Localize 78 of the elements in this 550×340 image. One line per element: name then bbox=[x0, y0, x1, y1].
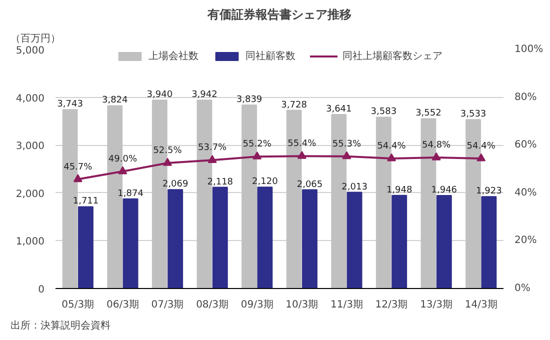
bar bbox=[481, 196, 497, 288]
legend-label: 同社上場顧客数シェア bbox=[342, 50, 442, 63]
data-label: 3,641 bbox=[326, 104, 352, 114]
data-label: 55.3% bbox=[332, 139, 362, 150]
data-label: 2,065 bbox=[296, 180, 323, 190]
data-label: 45.7% bbox=[64, 162, 93, 172]
y-tick-label: 3,000 bbox=[16, 141, 45, 152]
data-label: 2,069 bbox=[162, 180, 188, 190]
data-label: 1,874 bbox=[118, 188, 144, 199]
data-label: 3,743 bbox=[57, 100, 83, 110]
point bbox=[387, 153, 396, 162]
legend-label: 上場会社数 bbox=[148, 50, 198, 63]
data-label: 3,583 bbox=[370, 107, 397, 118]
y-tick-label: 2,000 bbox=[16, 188, 45, 200]
chart-title: 有価証券報告書シェア推移 bbox=[206, 8, 352, 22]
x-tick-label: 11/3期 bbox=[330, 298, 363, 310]
data-label: 3,533 bbox=[460, 110, 486, 120]
data-label: 1,948 bbox=[386, 185, 412, 196]
data-label: 54.4% bbox=[466, 141, 496, 152]
x-tick-label: 12/3期 bbox=[375, 298, 408, 310]
data-label: 54.4% bbox=[377, 141, 406, 152]
y-axis-title: （百万円） bbox=[10, 34, 60, 44]
data-label: 53.7% bbox=[198, 143, 228, 154]
bar bbox=[168, 189, 184, 288]
point bbox=[342, 151, 352, 160]
point bbox=[252, 151, 262, 160]
data-label: 49.0% bbox=[108, 154, 138, 164]
legend-label: 同社顧客数 bbox=[246, 50, 296, 63]
bar bbox=[346, 192, 362, 288]
bar bbox=[436, 194, 452, 288]
data-label: 2,013 bbox=[342, 182, 368, 192]
x-tick-label: 09/3期 bbox=[240, 298, 274, 310]
bar bbox=[302, 189, 318, 288]
text: 出所：決算説明会資料 bbox=[10, 320, 110, 332]
data-label: 54.8% bbox=[422, 140, 452, 151]
y2-tick-label: 0% bbox=[514, 283, 530, 294]
bar bbox=[78, 206, 94, 288]
y-tick-label: 5,000 bbox=[16, 46, 45, 56]
data-label: 3,824 bbox=[102, 96, 128, 106]
x-tick-label: 07/3期 bbox=[151, 298, 184, 310]
x-tick-label: 13/3期 bbox=[420, 298, 453, 310]
data-label: 55.4% bbox=[288, 139, 317, 150]
x-tick-label: 14/3期 bbox=[464, 298, 498, 310]
y2-tick-label: 60% bbox=[514, 140, 537, 151]
data-label: 2,118 bbox=[207, 177, 234, 188]
data-label: 3,942 bbox=[192, 90, 218, 100]
y-tick-label: 4,000 bbox=[16, 93, 45, 104]
data-label: 55.2% bbox=[242, 140, 272, 150]
point bbox=[297, 150, 306, 159]
data-label: 52.5% bbox=[153, 146, 182, 156]
point bbox=[118, 166, 128, 174]
x-tick-label: 10/3期 bbox=[286, 298, 318, 310]
x-tick-label: 05/3期 bbox=[62, 298, 94, 310]
point bbox=[432, 152, 441, 160]
data-label: 1,923 bbox=[476, 186, 502, 197]
bar bbox=[122, 198, 138, 288]
bar bbox=[212, 186, 228, 288]
y-tick-label: 0 bbox=[38, 284, 45, 296]
x-tick-label: 06/3期 bbox=[106, 298, 139, 310]
y2-tick-label: 40% bbox=[514, 187, 537, 198]
y2-tick-label: 20% bbox=[514, 235, 537, 246]
x-tick-label: 08/3期 bbox=[196, 298, 229, 310]
y2-tick-label: 100% bbox=[514, 44, 544, 55]
data-label: 3,728 bbox=[281, 100, 308, 110]
data-label: 1,711 bbox=[72, 196, 99, 207]
point bbox=[73, 174, 82, 182]
point bbox=[163, 158, 172, 166]
data-label: 2,120 bbox=[252, 177, 278, 188]
y-tick-label: 1,000 bbox=[16, 236, 45, 248]
bar bbox=[392, 194, 408, 288]
data-label: 1,946 bbox=[431, 185, 458, 196]
data-label: 3,552 bbox=[416, 108, 442, 119]
bar bbox=[257, 186, 273, 288]
data-label: 3,940 bbox=[146, 90, 173, 100]
y2-tick-label: 80% bbox=[514, 92, 537, 103]
data-label: 3,839 bbox=[236, 94, 262, 105]
point bbox=[208, 155, 217, 163]
point bbox=[476, 153, 486, 162]
